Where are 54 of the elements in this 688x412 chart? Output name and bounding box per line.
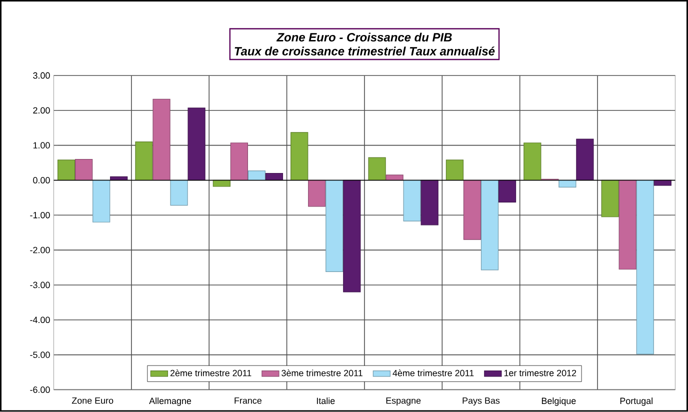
bar <box>524 142 542 181</box>
bar <box>368 157 386 181</box>
legend-label: 3ème trimestre 2011 <box>282 370 362 376</box>
bar <box>576 138 594 181</box>
bar <box>212 180 230 187</box>
bar <box>446 160 464 181</box>
x-tick-label: France <box>234 398 262 404</box>
bar <box>420 180 438 226</box>
bar <box>188 108 206 181</box>
bar <box>152 99 170 181</box>
bar <box>248 170 266 181</box>
y-tick-label: -3.00 <box>30 282 50 288</box>
y-tick-label: -6.00 <box>30 386 50 393</box>
x-tick-label: Allemagne <box>149 398 192 406</box>
bar <box>403 180 421 222</box>
bar <box>654 180 672 186</box>
bar <box>230 142 248 181</box>
chart-title: Zone Euro - Croissance du PIB <box>276 32 452 42</box>
y-tick-label: -1.00 <box>30 212 50 218</box>
bar <box>636 180 654 354</box>
bar <box>265 173 284 181</box>
bar <box>135 142 153 181</box>
bar <box>480 180 499 270</box>
bar <box>308 180 326 207</box>
bar <box>58 160 76 181</box>
legend-label: 4ème trimestre 2011 <box>392 370 474 376</box>
bar <box>170 180 188 206</box>
chart-subtitle: Taux de croissance trimestriel Taux annualisé <box>234 46 495 56</box>
legend-label: 2ème trimestre 2011 <box>170 370 252 376</box>
bar <box>558 180 576 188</box>
x-tick-label: Italie <box>316 398 335 404</box>
bar <box>618 180 636 270</box>
x-tick-label: Portugal <box>620 398 652 406</box>
y-tick-label: -5.00 <box>30 352 50 358</box>
x-tick-label: Belgique <box>542 398 576 406</box>
x-tick-label: Zone Euro <box>72 398 114 404</box>
bar <box>343 180 361 292</box>
bar <box>92 180 110 223</box>
bar <box>75 159 93 181</box>
bar <box>601 180 619 218</box>
x-tick-label: Espagne <box>386 398 421 406</box>
y-tick-label: 2.00 <box>33 107 50 114</box>
x-tick-label: Pays Bas <box>462 398 500 406</box>
legend-label: 1er trimestre 2012 <box>504 370 576 376</box>
y-tick-label: 1.00 <box>33 142 50 149</box>
y-tick-label: -2.00 <box>30 246 50 254</box>
bar <box>463 180 482 240</box>
y-tick-label: 0.00 <box>33 177 50 184</box>
y-tick-label: 3.00 <box>33 72 50 79</box>
bar <box>498 180 516 203</box>
y-tick-label: -4.00 <box>30 316 50 324</box>
bar <box>326 180 344 272</box>
bar <box>290 132 308 181</box>
bar <box>386 174 404 181</box>
